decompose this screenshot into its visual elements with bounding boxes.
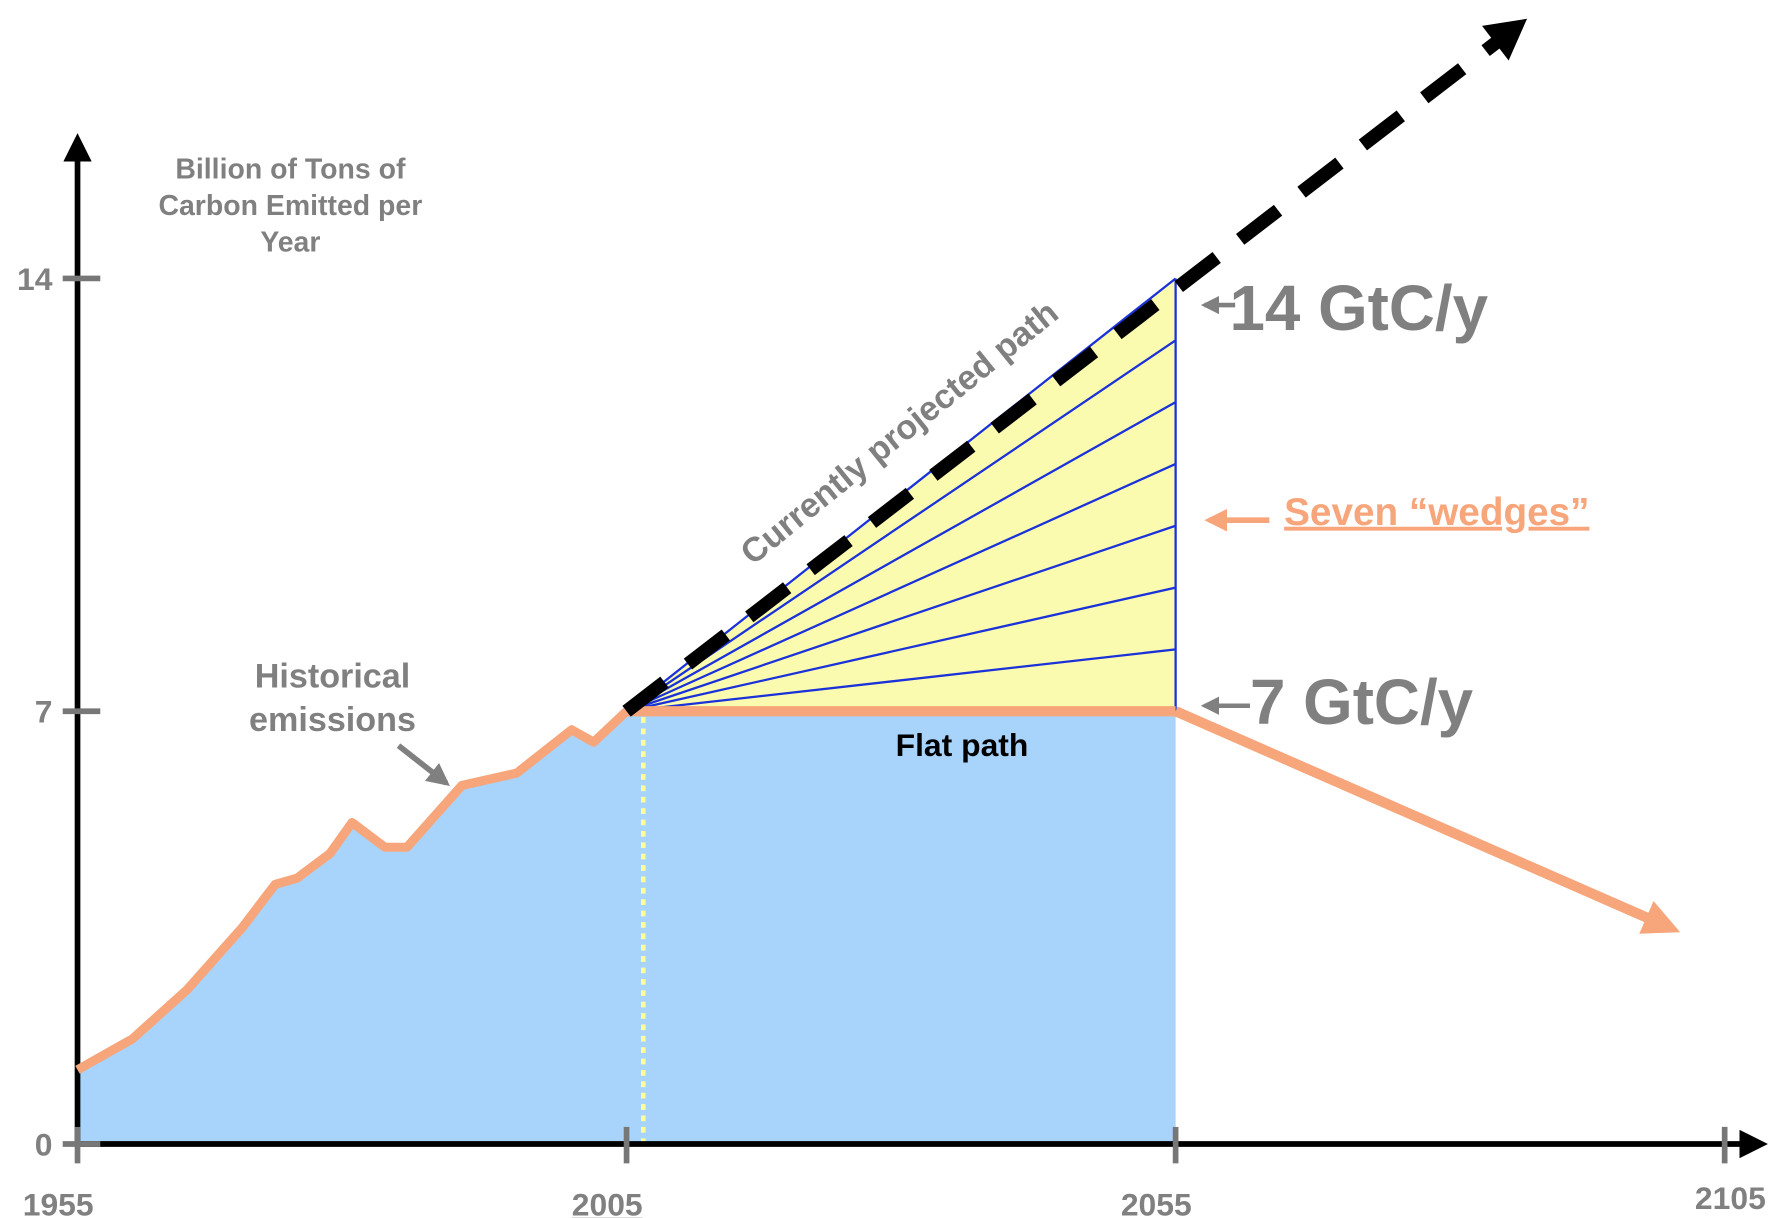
emission-area (77, 711, 1176, 1145)
historical-label: Historical (255, 658, 411, 696)
annotation: 14 GtC/y (1229, 272, 1488, 344)
wedge-line (626, 401, 1177, 713)
decline-path (1173, 706, 1672, 933)
wedge-line (626, 648, 1176, 713)
x-tick-label: 2005 (572, 1187, 643, 1218)
y-axis-label: Billion of Tons of (175, 154, 406, 186)
y-axis-label: Carbon Emitted per (158, 190, 422, 222)
flat-label: Flat path (896, 727, 1029, 763)
y-tick-label: 7 (35, 694, 53, 730)
historical-line (75, 707, 630, 1074)
projected-path (622, 34, 1505, 717)
historical-pointer (396, 743, 450, 786)
x-tick-label: 2055 (1121, 1187, 1192, 1218)
y-tick-label: 0 (35, 1126, 53, 1162)
x-tick-label: 2105 (1695, 1180, 1766, 1216)
decline-arrowhead (1639, 901, 1681, 934)
wedge-line (626, 524, 1176, 713)
projected-arrowhead (1482, 18, 1528, 61)
x-tick-label: 1955 (23, 1187, 94, 1218)
wedges-label: Seven “wedges” (1284, 491, 1589, 534)
wedge-line (626, 586, 1176, 713)
y-tick-label: 14 (17, 261, 53, 297)
wedge-line (626, 462, 1177, 713)
annotation: 7 GtC/y (1250, 666, 1474, 738)
wedge-area (626, 278, 1176, 712)
historical-label: emissions (249, 701, 416, 739)
y-axis-label: Year (260, 227, 320, 259)
